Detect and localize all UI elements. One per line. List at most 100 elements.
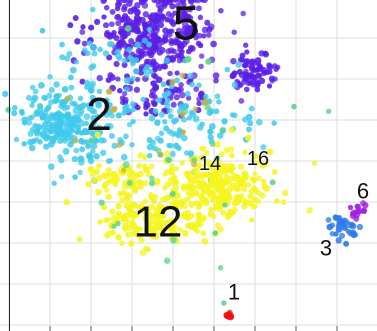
scatter-point [143, 71, 150, 78]
scatter-point [142, 198, 149, 205]
scatter-point [77, 169, 83, 175]
scatter-point [220, 209, 227, 216]
scatter-point [40, 124, 47, 131]
scatter-point [133, 68, 140, 75]
scatter-point [103, 4, 110, 11]
scatter-point [90, 44, 97, 51]
scatter-point [79, 146, 86, 153]
scatter-point [122, 13, 129, 20]
scatter-point [36, 106, 44, 114]
scatter-point [5, 106, 11, 112]
scatter-point [184, 214, 191, 221]
scatter-point [181, 1, 187, 8]
scatter-point [176, 145, 182, 151]
scatter-point [247, 80, 253, 86]
scatter-point [125, 211, 133, 218]
scatter-point [85, 143, 91, 150]
scatter-point [72, 15, 79, 21]
scatter-point [25, 94, 32, 101]
scatter-point [166, 107, 173, 114]
scatter-point [188, 192, 195, 199]
scatter-point [115, 220, 121, 227]
scatter-point [77, 111, 84, 118]
scatter-point [204, 19, 211, 26]
scatter-point [64, 55, 71, 62]
scatter-point [215, 196, 223, 203]
scatter-point [197, 91, 204, 98]
scatter-point [291, 103, 297, 110]
scatter-point [116, 0, 123, 7]
scatter-point [349, 221, 355, 228]
scatter-point [125, 107, 132, 113]
scatter-point [260, 144, 267, 151]
scatter-point [100, 204, 108, 211]
scatter-point [142, 166, 150, 174]
scatter-point [37, 139, 43, 145]
scatter-point [187, 178, 195, 186]
scatter-point [49, 112, 55, 118]
scatter-point [210, 171, 217, 178]
scatter-point [179, 48, 185, 55]
scatter-point [67, 141, 74, 148]
scatter-point [121, 0, 128, 4]
scatter-point [179, 91, 186, 99]
scatter-point [80, 139, 87, 146]
scatter-point [138, 69, 145, 76]
scatter-point [244, 58, 251, 65]
scatter-point [193, 200, 200, 206]
scatter-point [245, 113, 253, 121]
scatter-point [110, 229, 116, 236]
scatter-point [105, 167, 112, 174]
scatter-point [154, 135, 161, 142]
scatter-point [94, 18, 101, 25]
scatter-point [174, 2, 182, 10]
scatter-point [152, 108, 159, 115]
scatter-points [2, 0, 369, 321]
scatter-point [11, 110, 18, 117]
scatter-point [150, 99, 157, 106]
scatter-point [178, 82, 184, 88]
scatter-point [237, 56, 244, 63]
scatter-point [186, 48, 192, 55]
scatter-point [190, 184, 196, 191]
scatter-point [105, 88, 113, 95]
scatter-point [103, 22, 109, 29]
scatter-point [109, 8, 116, 15]
scatter-point [157, 22, 165, 29]
scatter-point [64, 104, 71, 111]
scatter-point [216, 132, 224, 139]
scatter-point [199, 121, 205, 127]
scatter-point [21, 141, 27, 147]
scatter-point [205, 32, 212, 38]
scatter-point [111, 105, 118, 113]
scatter-point [52, 126, 59, 132]
scatter-point [133, 86, 141, 93]
scatter-point [119, 95, 126, 101]
scatter-point [169, 79, 176, 85]
scatter-point [258, 50, 265, 57]
scatter-point [350, 232, 357, 239]
scatter-point [43, 143, 50, 150]
scatter-point [266, 83, 273, 89]
scatter-point [274, 198, 280, 204]
scatter-point [163, 150, 171, 158]
scatter-point [57, 154, 63, 160]
scatter-point [230, 57, 237, 65]
scatter-point [219, 164, 226, 172]
scatter-point [31, 94, 39, 102]
scatter-point [311, 160, 318, 166]
scatter-point [141, 2, 149, 9]
scatter-point [91, 108, 98, 115]
scatter-point [145, 171, 152, 178]
scatter-point [126, 46, 132, 53]
scatter-point [63, 115, 70, 121]
scatter-point [157, 5, 165, 12]
scatter-point [115, 76, 121, 82]
scatter-point [222, 202, 228, 208]
scatter-point [160, 213, 167, 220]
scatter-point [123, 77, 131, 84]
scatter-point [151, 72, 157, 79]
scatter-point [326, 223, 333, 231]
scatter-point [139, 249, 147, 257]
scatter-point [192, 28, 199, 35]
